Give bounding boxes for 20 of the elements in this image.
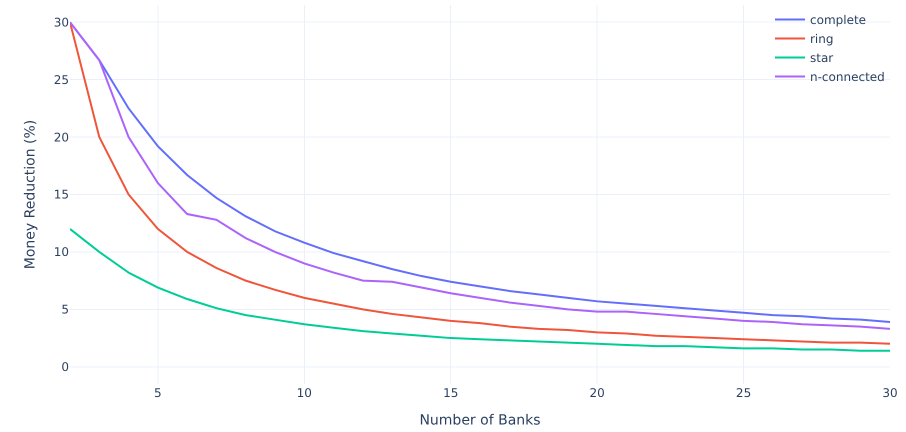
y-tick-label: 20 <box>54 130 69 144</box>
legend-label: ring <box>810 32 834 46</box>
x-tick-label: 15 <box>443 386 458 400</box>
legend-label: star <box>810 51 834 66</box>
legend-label: n-connected <box>810 70 885 84</box>
y-axis-title: Money Reduction (%) <box>22 120 38 270</box>
line-series <box>70 228 890 352</box>
x-tick-label: 30 <box>882 386 898 400</box>
legend-label: complete <box>810 13 866 28</box>
y-tick-label: 0 <box>61 360 69 374</box>
y-tick-label: 5 <box>61 302 69 317</box>
x-tick-label: 20 <box>590 386 605 400</box>
y-tick-label: 25 <box>54 72 69 87</box>
x-axis-title: Number of Banks <box>419 412 541 428</box>
y-tick-label: 15 <box>54 188 69 202</box>
y-tick-label: 10 <box>54 245 69 260</box>
x-tick-label: 25 <box>736 386 752 400</box>
y-tick-label: 30 <box>54 15 69 30</box>
x-tick-label: 10 <box>296 386 312 400</box>
x-tick-label: 5 <box>154 386 162 400</box>
